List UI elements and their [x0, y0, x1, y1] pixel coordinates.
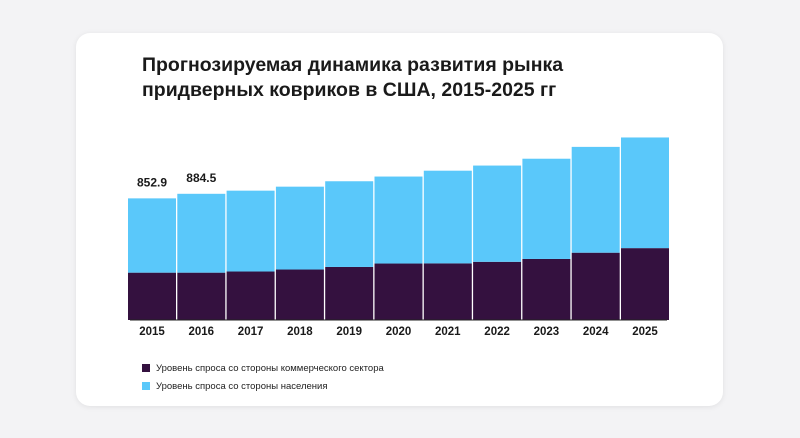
bar-commercial-2021	[423, 263, 472, 320]
legend-label-residential: Уровень спроса со стороны населения	[156, 380, 328, 392]
x-tick-label-2015: 2015	[139, 326, 165, 338]
data-label-2016: 884.5	[186, 171, 216, 185]
bar-commercial-2015	[128, 272, 176, 320]
bar-residential-2022	[473, 165, 522, 262]
x-tick-label-2016: 2016	[189, 326, 215, 338]
chart-title: Прогнозируемая динамика развития рынка п…	[142, 54, 564, 101]
bar-residential-2015	[128, 198, 176, 273]
bar-residential-2023	[522, 158, 571, 259]
x-tick-label-2017: 2017	[238, 326, 264, 338]
bar-residential-2020	[374, 176, 423, 264]
legend-swatch-residential	[142, 382, 150, 390]
x-tick-label-2020: 2020	[386, 326, 412, 338]
bar-commercial-2023	[522, 258, 571, 320]
bar-residential-2019	[325, 181, 374, 267]
bar-commercial-2017	[226, 271, 275, 320]
bar-residential-2021	[423, 170, 472, 264]
bar-commercial-2025	[621, 248, 669, 320]
legend-label-commercial: Уровень спроса со стороны коммерческого …	[156, 362, 384, 374]
bar-residential-2018	[275, 186, 324, 270]
bar-residential-2024	[571, 146, 620, 253]
x-tick-label-2019: 2019	[336, 326, 362, 338]
bar-commercial-2016	[177, 272, 226, 320]
legend: Уровень спроса со стороны коммерческого …	[142, 360, 384, 396]
bar-commercial-2024	[571, 252, 620, 320]
x-tick-label-2025: 2025	[632, 326, 658, 338]
x-tick-label-2023: 2023	[534, 326, 560, 338]
bar-commercial-2019	[325, 266, 374, 320]
bar-commercial-2018	[275, 269, 324, 320]
x-tick-label-2024: 2024	[583, 326, 609, 338]
x-tick-label-2022: 2022	[484, 326, 510, 338]
bar-residential-2025	[621, 137, 669, 249]
data-label-2015: 852.9	[137, 175, 167, 189]
x-tick-label-2018: 2018	[287, 326, 313, 338]
x-tick-label-2021: 2021	[435, 326, 461, 338]
bar-commercial-2020	[374, 263, 423, 320]
legend-item-residential: Уровень спроса со стороны населения	[142, 378, 384, 394]
bar-commercial-2022	[473, 261, 522, 320]
legend-swatch-commercial	[142, 364, 150, 372]
bar-residential-2016	[177, 193, 226, 273]
legend-item-commercial: Уровень спроса со стороны коммерческого …	[142, 360, 384, 376]
bar-residential-2017	[226, 190, 275, 272]
